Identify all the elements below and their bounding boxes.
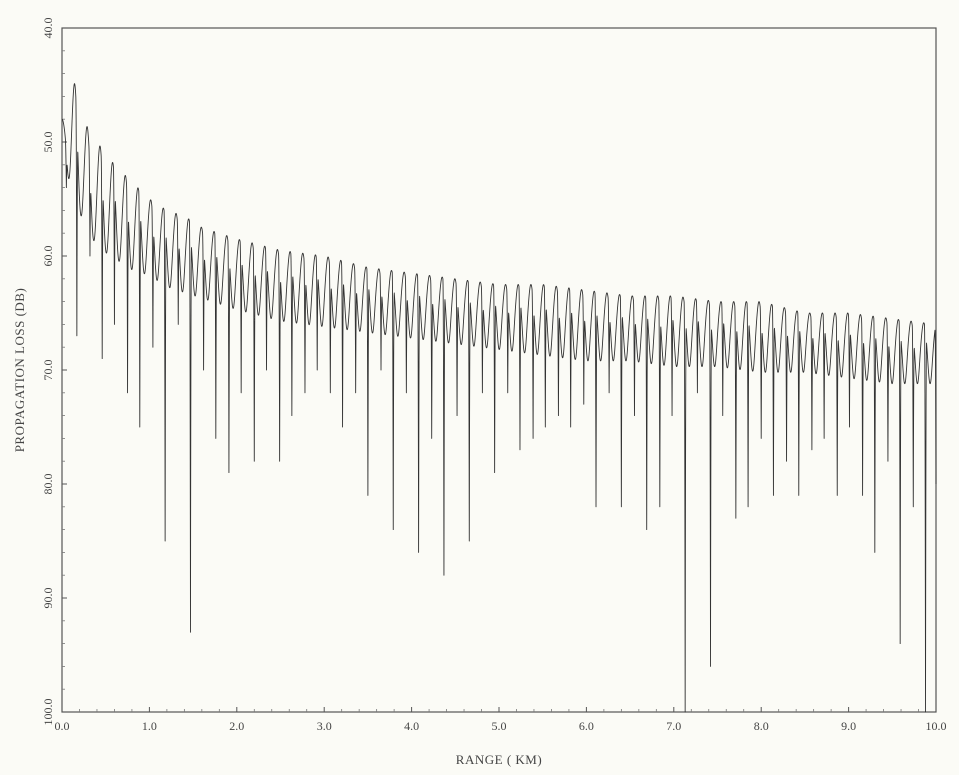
- x-axis-title: RANGE ( KM): [456, 752, 542, 767]
- x-tick-label: 6.0: [579, 719, 594, 733]
- x-tick-label: 10.0: [926, 719, 947, 733]
- x-tick-label: 2.0: [229, 719, 244, 733]
- x-tick-label: 4.0: [404, 719, 419, 733]
- x-tick-label: 9.0: [841, 719, 856, 733]
- ticks-layer: [61, 27, 937, 713]
- x-tick-label: 1.0: [142, 719, 157, 733]
- series-line: [61, 83, 937, 713]
- y-tick-label: 90.0: [41, 588, 55, 609]
- y-tick-label: 60.0: [41, 246, 55, 267]
- x-tick-label: 8.0: [754, 719, 769, 733]
- y-tick-label: 70.0: [41, 360, 55, 381]
- plot-frame: [61, 27, 937, 713]
- y-tick-label: 50.0: [41, 132, 55, 153]
- tick-labels-layer: 0.0 1.0 2.0 3.0 4.0 5.0 6.0 7.0 8.0 9.0 10.0 40.0 50…: [41, 18, 947, 734]
- y-tick-label: 80.0: [41, 474, 55, 495]
- x-tick-label: 5.0: [492, 719, 507, 733]
- series-layer: [61, 83, 937, 713]
- y-axis-title: PROPAGATION LOSS (DB): [12, 288, 27, 453]
- x-tick-label: 3.0: [317, 719, 332, 733]
- x-tick-label: 0.0: [55, 719, 70, 733]
- y-tick-label: 100.0: [41, 699, 55, 726]
- y-tick-label: 40.0: [41, 18, 55, 39]
- x-tick-label: 7.0: [666, 719, 681, 733]
